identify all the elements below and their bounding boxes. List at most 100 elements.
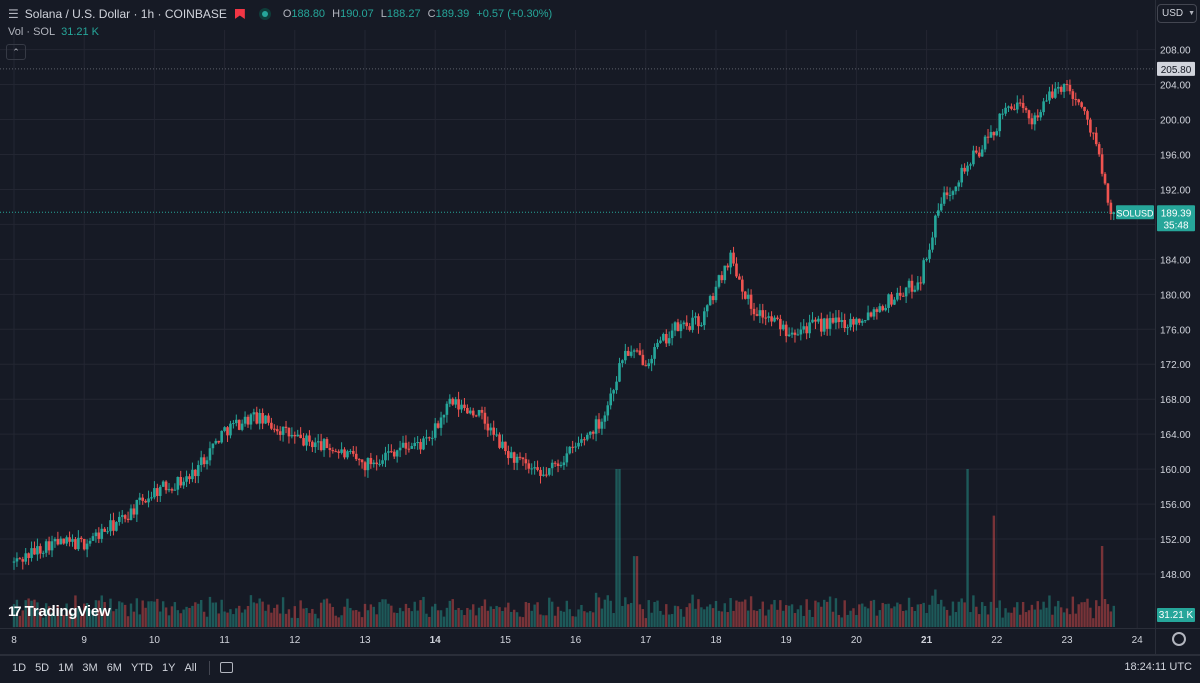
timeframe-6m[interactable]: 6M [106,661,122,674]
hamburger-icon[interactable]: ☰ [8,7,19,21]
gear-icon[interactable] [1172,632,1186,646]
volume-bar [761,601,764,627]
candle [556,463,560,466]
candle [539,469,542,476]
candle [1004,107,1007,114]
candle [1065,84,1069,86]
candle [109,520,112,532]
candle [863,320,867,322]
timeframe-5d[interactable]: 5D [35,661,50,674]
volume-bar [138,614,141,627]
candle [395,450,399,457]
candle [185,476,188,482]
candle [281,426,285,435]
volume-bar [194,602,197,627]
volume-bar [398,607,402,627]
volume-bar [618,469,621,627]
candle [176,477,180,490]
volume-bar [641,609,645,627]
candle [799,329,803,335]
candle [1097,144,1101,155]
candle [229,423,232,436]
candle [983,136,987,150]
volume-bar [673,605,677,627]
candle [387,451,390,453]
volume-bar [878,610,881,627]
volume-bar [460,610,463,627]
candle [931,237,934,250]
volume-bar [267,604,270,627]
volume-bar [746,610,750,627]
candle [901,295,905,297]
calendar-icon[interactable] [219,662,233,673]
candle [925,258,928,261]
volume-bar [937,604,940,627]
volume-bar [238,605,241,627]
candle [1007,106,1010,108]
volume-bar [1059,607,1063,627]
candle [36,546,39,555]
volume-bar [510,611,513,627]
candle [316,441,320,443]
timeframe-all[interactable]: All [184,661,197,674]
timeframe-1y[interactable]: 1Y [161,661,176,674]
utc-clock[interactable]: 18:24:11 UTC [1124,661,1192,673]
timeframe-ytd[interactable]: YTD [130,661,153,674]
timeframe-1d[interactable]: 1D [12,661,27,674]
volume-bar [749,596,753,627]
candle [966,165,969,172]
candle [638,350,642,355]
candle [103,528,106,532]
candle [562,462,566,466]
candle [199,457,203,466]
candle [860,320,864,323]
volume-bar [1048,595,1051,627]
volume-bar [960,598,963,627]
candle [811,319,814,323]
flag-icon[interactable] [234,9,245,19]
volume-bar [989,601,993,627]
volume-bar [594,592,598,627]
collapse-legend-button[interactable]: ⌃ [6,44,26,60]
candle [641,354,645,366]
candle [1086,111,1089,120]
volume-bar [512,609,516,627]
volume-bar [340,615,343,627]
candle [24,553,27,562]
volume-bar [861,603,864,627]
volume-bar [1065,608,1069,627]
candle [849,318,852,328]
volume-bar [150,601,153,627]
volume-bar [627,604,630,627]
volume-bar [80,615,83,627]
timeframe-3m[interactable]: 3M [82,661,98,674]
volume-bar [650,612,653,627]
candle [565,453,569,463]
volume-bar [314,613,317,627]
candle [942,192,946,204]
currency-selector[interactable]: USD ▼ [1157,4,1197,23]
candle [322,439,326,451]
candle [47,541,51,551]
volume-bar [925,613,928,627]
volume-bar [1080,602,1083,627]
volume-bar [635,556,639,627]
volume-bar [50,612,54,627]
candle [594,419,598,434]
candle [667,338,671,344]
volume-bar [586,612,589,627]
volume-bar [1042,601,1045,627]
volume-bar [863,606,867,627]
candle [246,416,250,425]
volume-bar [182,609,185,627]
candle [1045,100,1048,102]
x-tick-label: 19 [781,635,793,646]
candle [568,446,572,454]
symbol-title[interactable]: Solana / U.S. Dollar · 1h · COINBASE [24,7,227,21]
timeframe-1m[interactable]: 1M [58,661,74,674]
volume-bar [846,614,849,627]
candle [74,539,77,550]
y-tick-label: 172.00 [1160,360,1191,371]
volume-bar [214,602,218,627]
